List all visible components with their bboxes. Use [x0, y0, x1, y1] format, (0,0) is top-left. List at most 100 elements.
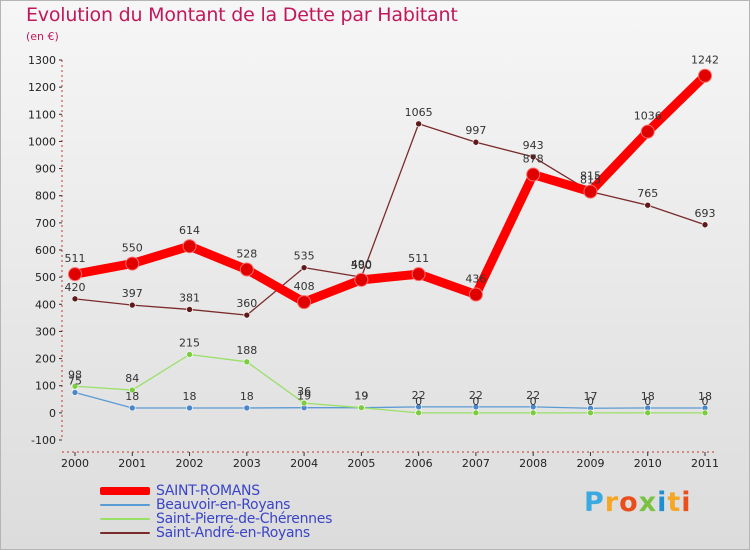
data-point: [587, 409, 594, 417]
data-point: [71, 389, 79, 396]
x-tick-label: 2004: [290, 457, 318, 470]
data-label: 420: [65, 281, 86, 294]
y-tick-label: 1200: [28, 81, 56, 94]
data-label: 22: [469, 389, 483, 402]
y-tick-label: 1000: [28, 135, 56, 148]
logo-letter: i: [681, 487, 692, 518]
data-label: 18: [698, 390, 712, 403]
data-label: 0: [644, 395, 651, 408]
data-label: 0: [587, 395, 594, 408]
y-tick-label: 100: [35, 380, 56, 393]
chart-unit-subtitle: (en €): [26, 30, 59, 43]
legend-swatch-beauvoir-en-royans: [100, 504, 150, 506]
y-tick-label: 400: [35, 298, 56, 311]
data-label: 0: [702, 395, 709, 408]
legend-swatch-saint-andre-en-royans: [100, 532, 150, 534]
data-point: [300, 399, 308, 407]
x-tick-label: 2005: [347, 457, 375, 470]
data-label: 18: [240, 390, 254, 403]
logo-letter: o: [619, 487, 639, 518]
data-point: [297, 295, 312, 310]
legend-label-beauvoir-en-royans: Beauvoir-en-Royans: [156, 497, 291, 513]
data-point: [529, 409, 537, 417]
chart-title: Evolution du Montant de la Dette par Hab…: [26, 4, 458, 26]
data-point: [71, 382, 79, 390]
logo-letter: P: [584, 487, 605, 518]
y-tick-label: 300: [35, 325, 56, 338]
series-line: [74, 353, 706, 414]
x-tick-label: 2000: [61, 457, 89, 470]
data-label: 18: [125, 390, 139, 403]
data-label: 878: [523, 153, 544, 166]
data-label: 943: [523, 139, 544, 152]
data-label: 0: [472, 395, 479, 408]
x-tick-label: 2007: [462, 457, 490, 470]
legend-label-saint-andre-en-royans: Saint-André-en-Royans: [156, 525, 310, 541]
data-point: [128, 386, 136, 394]
data-point: [415, 409, 422, 417]
logo-letter: t: [667, 487, 682, 518]
legend-swatch-saint-pierre-de-cherennes: [100, 518, 150, 520]
data-label: 19: [354, 390, 368, 403]
data-label: 0: [530, 395, 537, 408]
x-tick-label: 2011: [691, 457, 719, 470]
data-point: [472, 409, 480, 417]
data-label: 614: [179, 224, 200, 237]
data-point: [239, 262, 254, 277]
data-label: 215: [179, 337, 200, 350]
data-label: 535: [294, 250, 315, 263]
legend-swatch-saint-romans: [100, 487, 150, 495]
y-tick-label: 200: [35, 353, 56, 366]
data-point: [68, 267, 82, 282]
data-label: 511: [65, 252, 86, 265]
data-label: 693: [695, 207, 716, 220]
data-label: 1065: [405, 106, 433, 119]
proxiti-logo: Proxiti: [584, 487, 692, 518]
x-tick-label: 2009: [576, 457, 604, 470]
data-point: [128, 404, 136, 412]
x-tick-label: 2010: [634, 457, 662, 470]
data-label: 815: [580, 170, 601, 183]
data-point: [243, 358, 251, 366]
data-point: [644, 201, 652, 209]
data-label: 18: [183, 390, 197, 403]
y-tick-label: -100: [31, 434, 56, 447]
data-label: 997: [465, 124, 486, 137]
data-label: 436: [465, 273, 486, 286]
legend-label-saint-pierre-de-cherennes: Saint-Pierre-de-Chérennes: [156, 511, 333, 527]
data-label: 188: [236, 344, 257, 357]
data-label: 815: [580, 174, 601, 187]
y-tick-label: 600: [35, 244, 56, 257]
data-label: 360: [236, 297, 257, 310]
data-label: 18: [641, 390, 655, 403]
x-tick-label: 2008: [519, 457, 547, 470]
data-label: 19: [297, 390, 311, 403]
x-tick-label: 2001: [118, 457, 146, 470]
data-point: [182, 239, 197, 254]
data-label: 0: [415, 395, 422, 408]
series-line: [74, 123, 706, 316]
data-point: [354, 272, 369, 287]
data-point: [468, 287, 483, 302]
data-point: [358, 404, 365, 412]
y-tick-label: 0: [49, 407, 56, 420]
data-point: [128, 301, 136, 309]
legend-label-saint-romans: SAINT-ROMANS: [156, 483, 260, 499]
x-tick-label: 2003: [233, 457, 261, 470]
data-label: 408: [294, 280, 315, 293]
series-line: [74, 391, 706, 409]
data-label: 1036: [634, 110, 662, 123]
data-point: [186, 404, 193, 412]
data-point: [472, 138, 480, 146]
data-point: [526, 167, 541, 182]
data-point: [243, 311, 251, 319]
x-tick-label: 2002: [176, 457, 204, 470]
data-label: 500: [351, 259, 372, 272]
y-tick-label: 700: [35, 217, 56, 230]
data-point: [300, 264, 308, 271]
data-label: 511: [408, 252, 429, 265]
data-label: 17: [583, 390, 597, 403]
data-point: [243, 404, 251, 412]
data-label: 98: [68, 368, 82, 381]
data-point: [640, 124, 655, 139]
